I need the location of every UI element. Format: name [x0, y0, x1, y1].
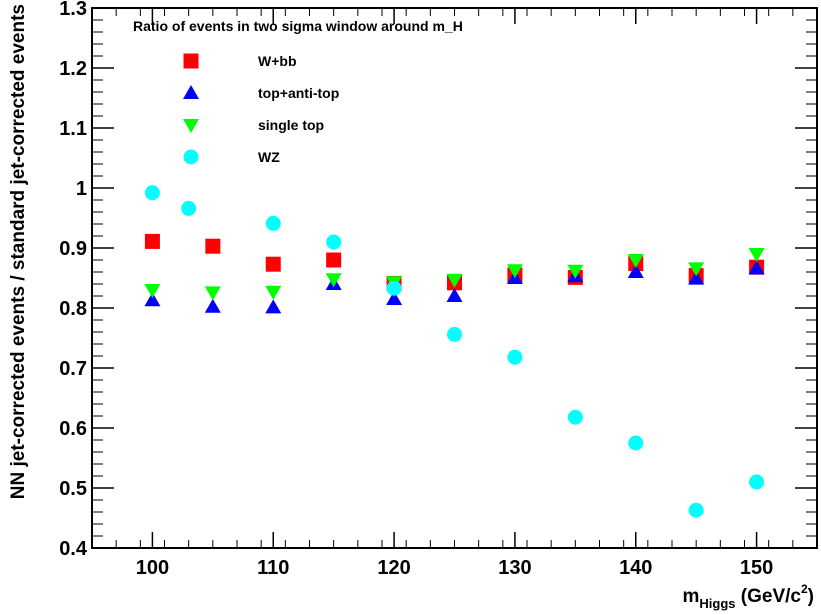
data-point [144, 292, 161, 307]
data-point [567, 264, 584, 279]
data-point [446, 273, 463, 288]
data-point [144, 233, 160, 249]
y-tick-label: 1 [76, 178, 87, 200]
data-point [628, 435, 644, 451]
y-axis-ticks [92, 7, 817, 549]
data-point [181, 200, 197, 216]
data-point [688, 262, 705, 277]
data-point [265, 285, 282, 300]
legend-marker [183, 85, 199, 99]
y-tick-label: 0.7 [59, 358, 87, 380]
y-tick-label: 1.3 [59, 0, 87, 20]
data-point [627, 264, 644, 278]
data-point [688, 502, 704, 518]
legend-item: W+bb [183, 53, 297, 69]
x-axis-title-close: ) [808, 586, 814, 607]
y-tick-label: 0.6 [59, 418, 87, 440]
series-single-top [144, 248, 765, 301]
y-axis-title: NN jet-corrected events / standard jet-c… [8, 4, 29, 499]
data-point [265, 256, 281, 272]
x-axis-tick-labels: 100 110 120 130 140 150 [136, 557, 774, 579]
y-tick-label: 1.2 [59, 58, 87, 80]
data-point [447, 326, 462, 342]
legend-label: WZ [258, 149, 280, 165]
x-axis-title-sup: 2 [801, 582, 808, 596]
data-point [326, 252, 342, 268]
x-tick-label: 130 [498, 557, 531, 579]
x-tick-label: 140 [619, 557, 652, 579]
data-point [627, 254, 644, 268]
y-axis-tick-labels: 0.4 0.5 0.6 0.7 0.8 0.9 1 1.1 1.2 1.3 [59, 0, 88, 560]
legend-marker [183, 149, 199, 165]
data-point [748, 260, 765, 275]
y-tick-label: 0.4 [59, 538, 88, 560]
data-point [446, 288, 463, 302]
x-axis-title-sub: Higgs [699, 596, 735, 611]
legend-item: WZ [183, 149, 280, 165]
data-point [688, 270, 705, 285]
legend: W+bb top+anti-top single top WZ [183, 53, 339, 165]
x-tick-label: 120 [377, 557, 410, 579]
x-axis-title: mHiggs (GeV/c2) [682, 582, 814, 611]
data-point [567, 409, 583, 425]
y-tick-label: 0.5 [59, 478, 87, 500]
data-point [386, 291, 403, 305]
data-point [326, 234, 342, 250]
x-axis-title-main: m [682, 586, 699, 607]
data-point [204, 286, 221, 301]
legend-marker [183, 53, 199, 69]
data-point [325, 273, 342, 288]
legend-item: single top [183, 117, 324, 133]
data-markers [144, 185, 765, 518]
series-wz [144, 185, 765, 518]
y-tick-label: 1.1 [59, 118, 87, 140]
chart-title: Ratio of events in two sigma window arou… [133, 18, 463, 34]
legend-label: W+bb [258, 53, 297, 69]
y-tick-label: 0.9 [59, 238, 87, 260]
y-tick-label: 0.8 [59, 298, 87, 320]
x-axis-title-unit: (GeV/c [736, 586, 802, 607]
data-point [144, 284, 161, 298]
x-tick-label: 110 [257, 557, 289, 579]
data-point [144, 185, 160, 201]
data-point [749, 474, 765, 490]
data-point [507, 349, 523, 365]
data-point [204, 298, 221, 313]
x-tick-label: 150 [740, 557, 773, 579]
legend-marker [183, 119, 199, 133]
data-point [265, 215, 281, 231]
data-point [386, 280, 402, 296]
data-point [205, 238, 221, 254]
data-point [748, 248, 765, 262]
data-point [265, 299, 282, 314]
legend-item: top+anti-top [183, 85, 339, 101]
legend-label: top+anti-top [258, 85, 339, 101]
x-tick-label: 100 [136, 557, 169, 579]
x-axis-ticks [91, 8, 818, 548]
data-point [506, 264, 523, 279]
legend-label: single top [258, 117, 324, 133]
